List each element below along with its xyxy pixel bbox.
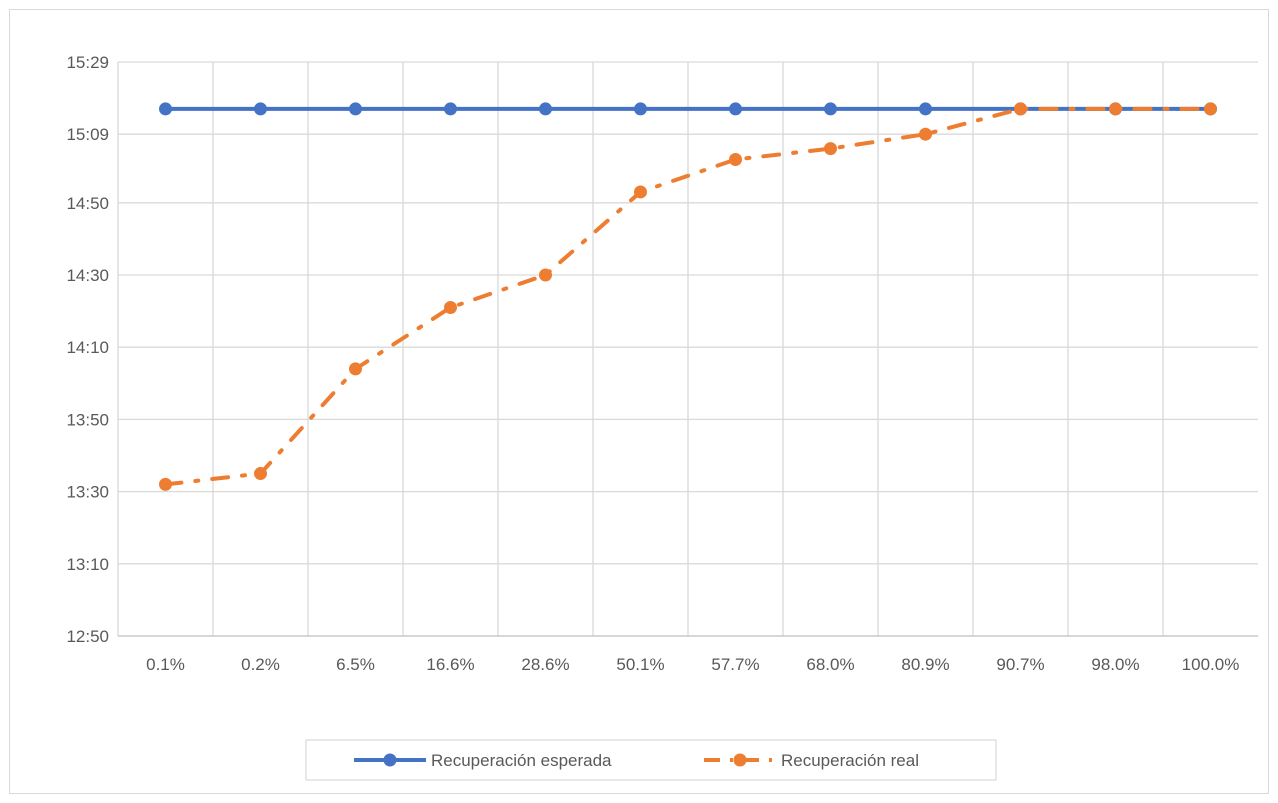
data-point-expected	[444, 102, 457, 116]
axes: 12:50 13:10 13:30 13:50 14:10 14:30 14:50 15:09…	[66, 53, 1258, 674]
data-point-expected	[159, 102, 172, 116]
y-tick-label: 15:29	[66, 53, 109, 72]
data-point-expected	[254, 102, 267, 116]
x-tick-label: 100.0%	[1182, 655, 1240, 674]
data-point-actual	[824, 142, 837, 156]
data-point-actual	[1014, 102, 1027, 116]
chart-area: 12:50 13:10 13:30 13:50 14:10 14:30 14:50 15:09…	[9, 9, 1269, 794]
data-point-actual	[1204, 102, 1217, 116]
y-tick-label: 14:50	[66, 194, 109, 213]
y-tick-label: 13:10	[66, 555, 109, 574]
data-point-actual	[919, 127, 932, 141]
legend-label: Recuperación esperada	[431, 751, 612, 770]
x-tick-label: 80.9%	[901, 655, 949, 674]
legend: Recuperación esperada Recuperación real	[305, 739, 997, 781]
line-chart: 12:50 13:10 13:30 13:50 14:10 14:30 14:50 15:09…	[66, 53, 1258, 781]
y-tick-label: 14:10	[66, 338, 109, 357]
x-tick-label: 57.7%	[711, 655, 759, 674]
data-point-actual	[1109, 102, 1122, 116]
x-tick-label: 50.1%	[616, 655, 664, 674]
legend-label: Recuperación real	[781, 751, 919, 770]
gridlines	[118, 61, 1258, 636]
x-tick-label: 90.7%	[996, 655, 1044, 674]
x-tick-label: 0.2%	[241, 655, 280, 674]
legend-swatch-marker	[733, 753, 747, 767]
y-tick-label: 14:30	[66, 266, 109, 285]
x-tick-label: 6.5%	[336, 655, 375, 674]
y-tick-label: 15:09	[66, 125, 109, 144]
data-point-actual	[349, 362, 362, 376]
x-tick-label: 68.0%	[806, 655, 854, 674]
y-tick-label: 13:30	[66, 483, 109, 502]
x-tick-label: 28.6%	[521, 655, 569, 674]
data-point-actual	[539, 268, 552, 282]
data-point-expected	[919, 102, 932, 116]
data-point-expected	[349, 102, 362, 116]
series-line-actual	[163, 106, 1213, 487]
y-tick-label: 13:50	[66, 410, 109, 429]
data-point-actual	[729, 152, 742, 166]
data-point-expected	[729, 102, 742, 116]
data-point-actual	[634, 185, 647, 199]
data-point-actual	[444, 300, 457, 314]
legend-swatch-marker	[383, 753, 397, 767]
data-point-actual	[254, 467, 267, 481]
x-tick-label: 16.6%	[426, 655, 474, 674]
data-point-actual	[159, 477, 172, 491]
data-point-expected	[634, 102, 647, 116]
series-lines	[159, 102, 1217, 491]
y-tick-label: 12:50	[66, 627, 109, 646]
x-tick-label: 98.0%	[1091, 655, 1139, 674]
x-tick-label: 0.1%	[146, 655, 185, 674]
data-point-expected	[824, 102, 837, 116]
data-point-expected	[539, 102, 552, 116]
